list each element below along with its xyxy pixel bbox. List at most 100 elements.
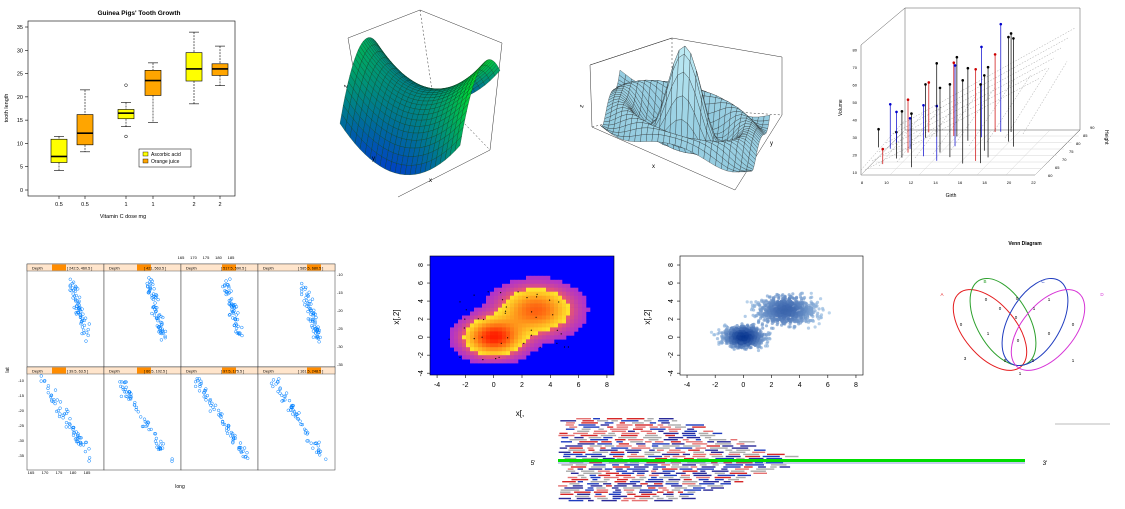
quake-point: [314, 315, 318, 320]
quake-point: [287, 398, 292, 403]
read-segment: [593, 418, 600, 420]
heatmap-cell: [566, 299, 571, 304]
heatmap-cell: [490, 295, 495, 300]
read-segment: [592, 451, 609, 453]
read-segment: [610, 428, 628, 430]
y-axis-label: x[,2]: [643, 309, 652, 324]
read-segment: [700, 470, 706, 472]
scatter-point: [768, 306, 773, 310]
heatmap-cell: [514, 351, 519, 356]
box: [76, 114, 94, 146]
scatter-point: [723, 336, 727, 340]
quake-point: [120, 380, 124, 384]
heatmap-cell: [462, 355, 467, 360]
quake-point: [310, 325, 315, 330]
heatmap-cell: [522, 335, 527, 340]
venn-set-label: B: [983, 279, 986, 284]
quake-point: [216, 408, 221, 413]
x-tick-label: -4: [434, 382, 440, 389]
quake-point: [234, 326, 239, 331]
read-segment: [569, 439, 587, 441]
outlier-point: [556, 329, 558, 331]
heatmap-cell: [510, 283, 515, 289]
quake-point: [305, 304, 309, 309]
heatmap-cell: [530, 283, 535, 289]
read-segment: [754, 449, 766, 451]
heatmap-cell: [474, 343, 479, 348]
data-point: [924, 83, 927, 86]
heatmap-cell: [474, 359, 479, 364]
heatmap-cell: [474, 323, 479, 328]
y-tick-label: 60: [1048, 173, 1053, 178]
heatmap-cell: [574, 287, 579, 292]
heatmap-cell: [530, 291, 535, 296]
scatter-point: [724, 328, 728, 332]
scatter-point: [809, 306, 814, 310]
surface-facet: [616, 87, 624, 91]
heatmap-cell: [526, 291, 531, 296]
quake-point: [64, 420, 69, 425]
read-segment: [643, 436, 662, 439]
right-y-tick-label: -25: [337, 326, 344, 331]
quake-point: [271, 384, 275, 389]
y-tick-label: 8: [418, 263, 425, 267]
heatmap-cell: [522, 327, 527, 332]
quake-point: [193, 380, 198, 384]
read-segment: [588, 499, 594, 502]
surface-facet: [743, 169, 752, 172]
read-segment: [560, 420, 577, 422]
read-segment: [699, 483, 715, 485]
regression-plane-line: [878, 113, 924, 167]
read-segment: [597, 420, 609, 422]
heatmap-cell: [486, 303, 491, 308]
heatmap-cell: [482, 351, 487, 356]
heatmap-cell: [534, 279, 539, 285]
quake-point: [74, 311, 78, 315]
y-tick-label: 80: [1076, 141, 1081, 146]
scatter-point: [738, 341, 743, 346]
heatmap-cell: [498, 311, 503, 316]
heatmap-cell: [502, 319, 507, 324]
quake-point: [160, 322, 164, 326]
read-segment: [650, 428, 666, 430]
heatmap-cell: [518, 343, 523, 348]
heatmap-cell: [506, 307, 511, 312]
x-tick-label: 8: [854, 382, 858, 389]
read-segment: [603, 478, 610, 481]
quake-point: [127, 391, 131, 396]
quake-point: [220, 412, 224, 416]
read-segment: [674, 487, 688, 489]
y-tick-label: 75: [1069, 149, 1074, 154]
quake-point: [307, 290, 311, 294]
quake-point: [146, 420, 150, 424]
heatmap-cell: [522, 351, 527, 356]
heatmap-cell: [534, 287, 539, 292]
quake-point: [290, 405, 295, 410]
heatmap-cell: [482, 319, 487, 324]
heatmap-cell: [526, 331, 531, 336]
quake-point: [226, 283, 230, 287]
quake-point: [213, 403, 218, 407]
quake-point: [217, 413, 221, 417]
quake-point: [159, 323, 164, 327]
scatter-point: [750, 303, 755, 307]
heatmap-cell: [526, 303, 531, 308]
heatmap-cell: [530, 299, 535, 304]
outlier-point: [498, 356, 500, 358]
heatmap-cell: [514, 331, 519, 336]
box-outlier: [124, 83, 128, 87]
heatmap-cell: [546, 287, 551, 292]
floor-grid: [1005, 129, 1051, 176]
venn-set-label: C: [1041, 279, 1045, 284]
surface-facet: [709, 96, 716, 105]
read-segment: [656, 497, 664, 500]
scatter-point: [746, 325, 751, 329]
quake-point: [317, 451, 321, 455]
heatmap-cell: [526, 275, 531, 281]
quake-point: [220, 419, 225, 424]
y-tick-label: 70: [1062, 157, 1067, 162]
heatmap-cell: [554, 331, 559, 336]
scatter-point: [816, 311, 820, 315]
read-segment: [626, 468, 646, 470]
read-segment: [636, 474, 645, 477]
